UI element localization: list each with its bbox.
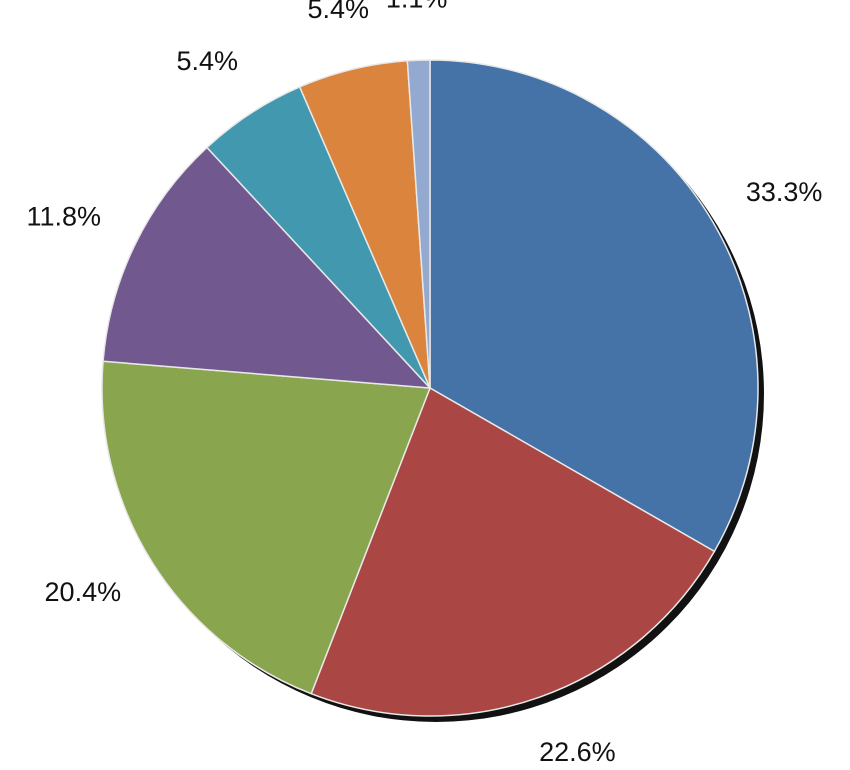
pie-slice: [102, 146, 432, 389]
pie-slice: [310, 386, 716, 717]
pie-slice: [101, 360, 432, 695]
data-label: 5.4%: [307, 0, 369, 24]
pie-slice: [406, 59, 431, 389]
labels: 33.3% 22.6% 20.4% 11.8% 5.4% 5.4% 1.1%: [26, 0, 822, 767]
pie: [101, 59, 759, 717]
data-label: 5.4%: [176, 46, 238, 76]
data-label: 11.8%: [26, 202, 101, 232]
data-label: 22.6%: [539, 737, 616, 767]
pie-slice: [429, 59, 759, 553]
data-label: 1.1%: [386, 0, 448, 13]
data-label: 20.4%: [45, 577, 122, 607]
data-label: 33.3%: [746, 177, 823, 207]
